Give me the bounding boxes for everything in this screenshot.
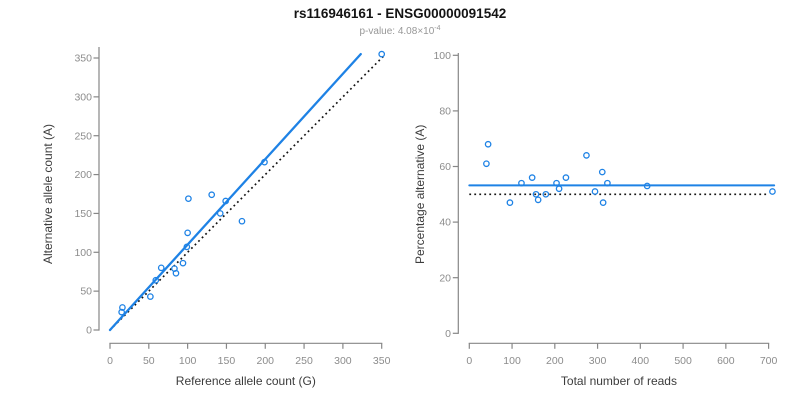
y-tick-label: 150 [74, 208, 92, 220]
y-tick-label: 40 [439, 217, 451, 229]
data-point [532, 190, 540, 198]
y-tick-label: 250 [74, 130, 92, 142]
data-point [238, 217, 246, 225]
x-tick-label: 150 [218, 355, 236, 367]
data-point [583, 152, 590, 159]
data-point [261, 158, 268, 166]
data-point [185, 195, 192, 203]
data-point [528, 174, 536, 181]
data-point [769, 188, 776, 195]
fit-line [108, 52, 362, 332]
y-tick-label: 50 [80, 286, 92, 298]
y-axis-title: Alternative allele count (A) [41, 124, 55, 264]
pvalue-prefix: p-value: [359, 26, 398, 37]
y-tick-label: 0 [445, 328, 451, 340]
x-tick-label: 350 [373, 355, 391, 367]
x-tick-label: 100 [503, 355, 521, 367]
x-tick-label: 500 [674, 355, 692, 367]
pvalue-exponent: -4 [434, 25, 441, 32]
figure-subtitle: p-value: 4.08×10-4 [0, 25, 800, 37]
data-point [542, 190, 550, 198]
pvalue-times-ten: ×10 [417, 26, 435, 37]
y-tick-label: 80 [439, 106, 451, 118]
pvalue-mantissa: 4.08 [397, 26, 418, 37]
y-tick-label: 60 [439, 161, 451, 173]
x-tick-label: 300 [589, 355, 607, 367]
y-tick-label: 20 [439, 272, 451, 284]
x-tick-label: 100 [179, 355, 197, 367]
data-point [555, 185, 563, 193]
x-axis-title: Reference allele count (G) [176, 374, 316, 388]
data-point [378, 50, 386, 58]
data-point [208, 191, 216, 199]
data-point [152, 276, 160, 284]
x-tick-label: 600 [717, 355, 735, 367]
data-point [222, 197, 230, 205]
x-tick-label: 0 [107, 355, 113, 367]
x-axis-title: Total number of reads [561, 374, 677, 388]
data-point [604, 179, 611, 187]
x-tick-label: 50 [143, 355, 155, 367]
data-point [183, 243, 191, 251]
data-point [599, 199, 607, 206]
data-point [184, 229, 191, 237]
x-tick-label: 300 [334, 355, 352, 367]
identity-line [109, 55, 384, 331]
data-point [119, 304, 126, 311]
y-tick-label: 100 [433, 50, 451, 62]
data-point [534, 196, 542, 204]
data-point [553, 179, 560, 187]
x-tick-label: 700 [760, 355, 778, 367]
data-point [484, 140, 492, 148]
data-point [147, 293, 154, 300]
data-point [157, 264, 165, 272]
data-point [216, 210, 224, 217]
data-point [483, 160, 490, 168]
x-tick-label: 400 [632, 355, 650, 367]
x-tick-label: 200 [256, 355, 274, 367]
y-tick-label: 0 [86, 325, 92, 337]
x-tick-label: 200 [546, 355, 564, 367]
figure-title: rs116946161 - ENSG00000091542 [293, 6, 507, 21]
data-point [562, 174, 570, 181]
data-point [179, 259, 187, 267]
y-axis-title: Percentage alternative (A) [413, 125, 427, 264]
y-tick-label: 100 [74, 247, 92, 259]
x-tick-label: 0 [466, 355, 472, 367]
data-point [518, 179, 525, 187]
y-tick-label: 300 [74, 91, 92, 103]
data-point [591, 188, 599, 195]
data-point [172, 269, 180, 277]
x-tick-label: 250 [295, 355, 313, 367]
data-point [643, 182, 651, 190]
data-point [598, 168, 606, 176]
data-point [506, 199, 514, 206]
y-tick-label: 200 [74, 169, 92, 181]
y-tick-label: 350 [74, 53, 92, 65]
